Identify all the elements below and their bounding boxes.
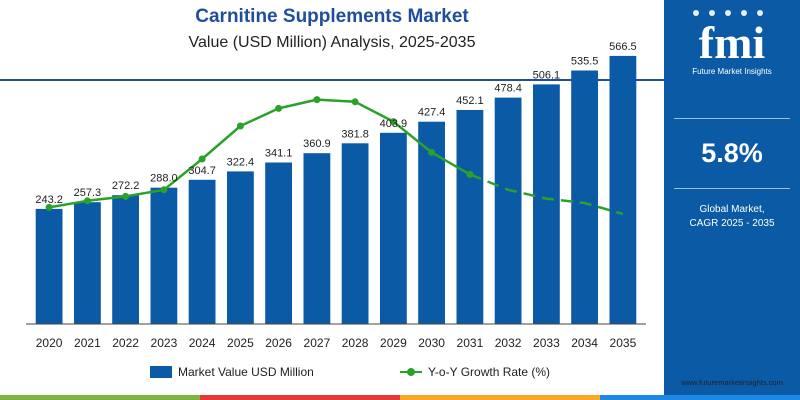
bar-2025 [227, 171, 254, 324]
panel-divider-bottom [674, 188, 790, 189]
line-swatch-icon [400, 366, 422, 378]
bar-2032 [494, 97, 522, 324]
x-tick-label-2029: 2029 [380, 336, 407, 350]
x-tick-label-2026: 2026 [265, 336, 292, 350]
title-divider [0, 79, 664, 81]
x-tick-label-2033: 2033 [533, 336, 560, 350]
x-tick-label-2028: 2028 [342, 336, 369, 350]
bar-value-label-2034: 535.5 [571, 56, 599, 68]
chart-title: Carnitine Supplements Market [195, 6, 469, 27]
bar-2026 [265, 162, 292, 324]
bar-2029 [380, 132, 407, 324]
bar-2033 [533, 84, 560, 325]
growth-line-dashed [469, 173, 624, 216]
x-tick-label-2022: 2022 [112, 336, 139, 350]
growth-point-2025 [236, 122, 244, 130]
x-tick-label-2025: 2025 [227, 336, 254, 350]
bar-2027 [303, 153, 331, 324]
growth-point-2024 [198, 155, 206, 163]
x-tick-label-2030: 2030 [418, 336, 445, 350]
bar-2020 [35, 208, 63, 324]
legend-label-growth-rate: Y-o-Y Growth Rate (%) [428, 365, 551, 379]
strip-segment-4 [600, 395, 800, 400]
x-axis: 2020 2021 2022 2023 2024 2025 2026 2027 2028 2029… [26, 323, 646, 350]
chart-legend: Market Value USD Million Y-o-Y Growth Ra… [0, 364, 664, 380]
strip-segment-3 [400, 395, 600, 400]
side-panel: fmi Future Market Insights 5.8% Global M… [664, 0, 800, 400]
bar-2035 [609, 55, 637, 325]
bar-2031 [456, 110, 484, 324]
strip-segment-2 [200, 395, 400, 400]
x-tick-label-2023: 2023 [151, 336, 178, 350]
bar-value-label-2030: 427.4 [418, 107, 446, 119]
legend-item-growth-rate: Y-o-Y Growth Rate (%) [400, 364, 550, 380]
bars-layer [35, 55, 637, 325]
logo-wordmark: fmi [699, 17, 766, 66]
legend-label-market-value: Market Value USD Million [178, 365, 314, 379]
x-tick-label-2020: 2020 [36, 336, 63, 350]
bar-value-label-2035: 566.5 [609, 41, 637, 53]
bar-2028 [341, 143, 369, 324]
bottom-color-strip [0, 395, 800, 400]
growth-point-2029 [389, 118, 397, 126]
market-chart: 243.2 257.3 272.2 288.0 304.7 322.4 341.1 360.9… [26, 41, 646, 350]
panel-divider-top [674, 118, 790, 119]
bar-value-label-2026: 341.1 [265, 148, 293, 160]
strip-segment-1 [0, 395, 200, 400]
growth-point-2023 [160, 186, 168, 194]
bar-value-label-2022: 272.2 [112, 180, 140, 192]
bar-value-label-2021: 257.3 [74, 187, 102, 199]
chart-subtitle: Value (USD Million) Analysis, 2025-2035 [188, 34, 476, 51]
fmi-logo: fmi Future Market Insights [664, 4, 800, 76]
x-tick-label-2032: 2032 [495, 336, 522, 350]
bar-value-label-2033: 506.1 [533, 69, 561, 81]
growth-point-2028 [351, 98, 359, 106]
bar-value-label-2029: 403.9 [380, 118, 408, 130]
bar-value-label-2024: 304.7 [188, 165, 216, 177]
bar-value-label-2031: 452.1 [456, 95, 484, 107]
growth-line-solid [48, 98, 471, 209]
cagr-label-line1: Global Market, [699, 204, 765, 215]
growth-line-layer [45, 96, 624, 216]
bar-2034 [571, 70, 598, 324]
bar-value-label-2020: 243.2 [35, 194, 63, 206]
x-tick-label-2027: 2027 [304, 336, 331, 350]
growth-point-2026 [275, 104, 283, 112]
website-link[interactable]: www.futuremarketinsights.com [681, 378, 783, 387]
x-tick-label-2034: 2034 [571, 336, 598, 350]
cagr-value: 5.8% [701, 138, 763, 168]
growth-point-2031 [466, 170, 474, 178]
x-tick-label-2021: 2021 [74, 336, 101, 350]
x-tick-label-2024: 2024 [189, 336, 216, 350]
x-tick-label-2031: 2031 [457, 336, 484, 350]
fmi-logo-icon: fmi [693, 10, 766, 68]
bar-value-label-2027: 360.9 [303, 138, 331, 150]
bar-value-label-2032: 478.4 [494, 83, 522, 95]
cagr-label-line2: CAGR 2025 - 2035 [689, 218, 775, 229]
growth-point-2020 [45, 203, 53, 211]
bar-2021 [74, 202, 101, 324]
growth-point-2027 [313, 96, 321, 104]
bar-2024 [188, 179, 216, 324]
value-labels-layer: 243.2 257.3 272.2 288.0 304.7 322.4 341.1 360.9… [35, 41, 636, 206]
growth-point-2021 [83, 197, 91, 205]
bar-value-label-2025: 322.4 [227, 156, 255, 168]
growth-point-2022 [122, 192, 130, 200]
bar-2022 [112, 195, 139, 324]
x-tick-label-2035: 2035 [610, 336, 637, 350]
legend-item-market-value: Market Value USD Million [150, 364, 314, 380]
bar-2023 [150, 187, 178, 324]
bar-value-label-2023: 288.0 [150, 173, 178, 185]
bar-value-label-2028: 381.8 [341, 128, 369, 140]
bar-swatch-icon [150, 366, 172, 378]
growth-point-2030 [428, 148, 436, 156]
cagr-label: Global Market, CAGR 2025 - 2035 [664, 203, 800, 231]
logo-tagline: Future Market Insights [692, 67, 772, 76]
